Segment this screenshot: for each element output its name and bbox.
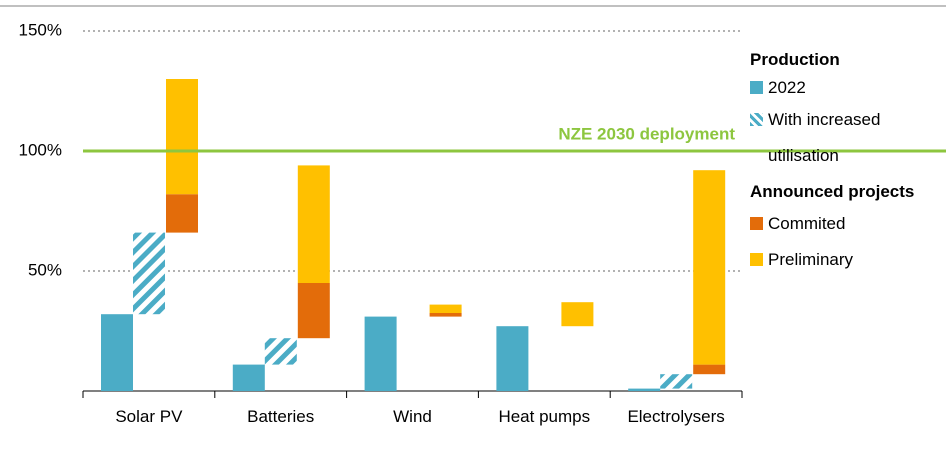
bar	[429, 313, 462, 317]
bar	[133, 232, 165, 315]
legend-label: Preliminary	[768, 250, 854, 269]
bar	[166, 79, 198, 195]
y-tick-label: 100%	[19, 140, 62, 159]
bar	[660, 374, 693, 389]
y-tick-label: 50%	[28, 260, 62, 279]
x-tick-label: Solar PV	[115, 407, 183, 426]
bar	[693, 364, 726, 375]
legend-group-title: Announced projects	[750, 182, 915, 201]
legend-item: Preliminary	[750, 242, 930, 278]
legend-item: Commited	[750, 206, 930, 242]
legend-item: With increased utilisation	[750, 102, 930, 174]
x-tick-label: Electrolysers	[627, 407, 725, 426]
bar	[232, 364, 265, 391]
bar	[166, 194, 198, 233]
bar	[364, 316, 397, 391]
legend-label: Commited	[768, 214, 846, 233]
legend-swatch	[750, 81, 763, 94]
bar	[297, 165, 330, 283]
bar	[429, 304, 462, 313]
bar	[496, 326, 529, 391]
x-tick-label: Wind	[393, 407, 432, 426]
x-tick-label: Heat pumps	[498, 407, 591, 426]
legend-label: 2022	[768, 78, 806, 97]
legend-item: 2022	[750, 70, 930, 106]
bar	[101, 314, 133, 391]
bar	[628, 388, 661, 391]
bar	[561, 302, 594, 327]
legend-swatch	[750, 113, 763, 126]
y-tick-label: 150%	[19, 20, 62, 39]
reference-label: NZE 2030 deployment	[558, 124, 735, 143]
bar	[693, 170, 726, 365]
x-tick-label: Batteries	[247, 407, 315, 426]
legend-swatch	[750, 253, 763, 266]
bar	[264, 338, 297, 365]
bar	[297, 283, 330, 339]
legend-swatch	[750, 217, 763, 230]
legend-label: With increased utilisation	[768, 110, 881, 165]
legend-group-title: Production	[750, 50, 840, 69]
